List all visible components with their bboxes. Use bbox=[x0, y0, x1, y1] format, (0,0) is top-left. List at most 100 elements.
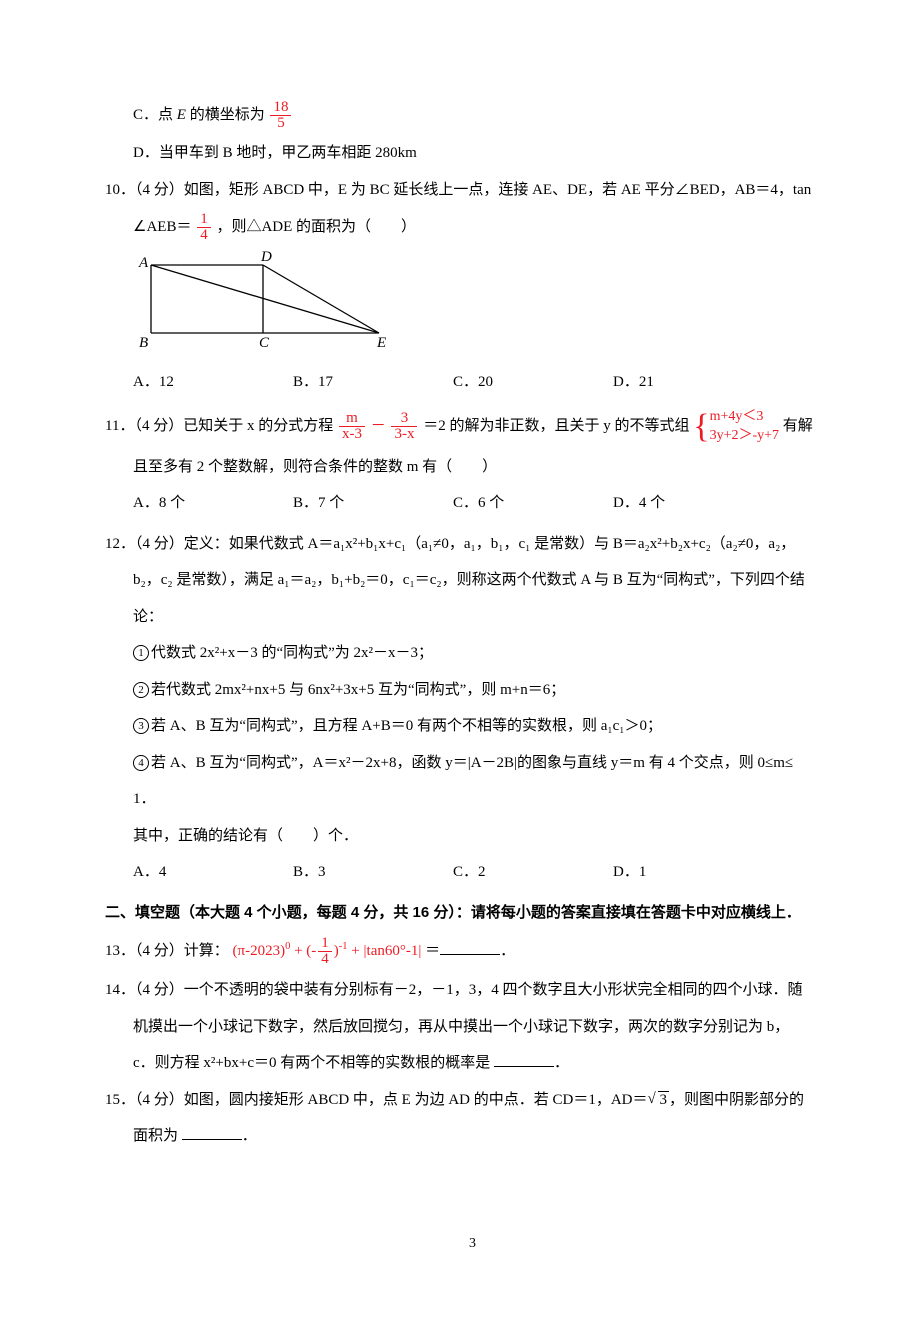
q12-item-4: 4若 A、B 互为“同构式”，A＝x²－2x+8，函数 y＝|A－2B|的图象与… bbox=[133, 749, 840, 778]
q10-stem1-text: 10．（4 分）如图，矩形 ABCD 中，E 为 BC 延长线上一点，连接 AE… bbox=[105, 182, 811, 198]
q10-d-val: 21 bbox=[639, 374, 654, 390]
q12-stem-3: 论： bbox=[133, 603, 840, 632]
svg-text:E: E bbox=[376, 335, 386, 351]
abs-tan60-1: |tan60°-1| bbox=[364, 943, 426, 959]
ineq-1: m+4y＜3 bbox=[710, 408, 779, 426]
q11-rhs: ＝2 的解为非正数，且关于 y 的不等式组 bbox=[423, 418, 689, 434]
page-number: 3 bbox=[105, 1231, 840, 1258]
expr-neg-quarter: (-14)-1 bbox=[306, 943, 351, 959]
q12-item-2: 2若代数式 2mx²+nx+5 与 6nx²+3x+5 互为“同构式”，则 m+… bbox=[133, 676, 840, 705]
q12-stem-1: 12．（4 分）定义：如果代数式 A＝a₁x²+b₁x+c₁（a₁≠0，a₁，b… bbox=[105, 530, 840, 559]
period: ． bbox=[554, 1055, 569, 1071]
q13-line: 13．（4 分）计算： (π-2023)0 + (-14)-1 + |tan60… bbox=[105, 935, 840, 968]
q12-a-val: 4 bbox=[159, 864, 167, 880]
frac-num: 1 bbox=[197, 212, 211, 228]
q12-s1: 12．（4 分）定义：如果代数式 A＝a₁x²+b₁x+c₁（a₁≠0，a₁，b… bbox=[105, 536, 795, 552]
q9c-var: E bbox=[177, 107, 186, 123]
abs-close: | bbox=[418, 943, 421, 959]
plus: + bbox=[294, 943, 302, 959]
q12-stem-2: b₂，c₂ 是常数），满足 a₁＝a₂，b₁+b₂＝0，c₁＝c₂，则称这两个代… bbox=[133, 566, 840, 595]
q12-b-val: 3 bbox=[318, 864, 326, 880]
num: 1 bbox=[318, 936, 332, 952]
svg-text:C: C bbox=[259, 335, 270, 351]
q14-l2-text: 机摸出一个小球记下数字，然后放回搅匀，再从中摸出一个小球记下数字，两次的数字分别… bbox=[133, 1019, 789, 1035]
q12-opt-c: C．2 bbox=[453, 858, 613, 887]
frac-den: 5 bbox=[270, 116, 291, 131]
frac-num: 3 bbox=[391, 411, 417, 427]
q12-d-val: 1 bbox=[639, 864, 647, 880]
den: 4 bbox=[318, 952, 332, 967]
q10-stem-line2: ∠AEB＝ 1 4 ，则△ADE 的面积为（ ） bbox=[133, 212, 840, 243]
q11-d-val: 4 个 bbox=[639, 495, 665, 511]
section-2-header: 二、填空题（本大题 4 个小题，每题 4 分，共 16 分）：请将每小题的答案直… bbox=[105, 899, 840, 928]
q12-item-4b: 1． bbox=[133, 785, 840, 814]
svg-text:D: D bbox=[260, 251, 272, 265]
q10-figure: A B D C E bbox=[133, 251, 840, 362]
q12-opt-d: D．1 bbox=[613, 858, 773, 887]
fraction-18-5: 18 5 bbox=[270, 100, 291, 131]
q11-post: 有解 bbox=[783, 418, 813, 434]
radicand: 3 bbox=[658, 1091, 670, 1108]
q14-l3-text: c．则方程 x²+bx+c＝0 有两个不相等的实数根的概率是 bbox=[133, 1055, 494, 1071]
svg-text:A: A bbox=[138, 255, 149, 271]
period: ． bbox=[242, 1128, 257, 1144]
q11-opt-a: A．8 个 bbox=[133, 489, 293, 518]
q11-b-val: 7 个 bbox=[318, 495, 344, 511]
q10-a-val: 12 bbox=[159, 374, 174, 390]
q14-l1: 14．（4 分）一个不透明的袋中装有分别标有－2，－1，3，4 四个数字且大小形… bbox=[105, 976, 840, 1005]
q11-opt-d: D．4 个 bbox=[613, 489, 773, 518]
q9c-mid: 的横坐标为 bbox=[186, 107, 265, 123]
circled-2-icon: 2 bbox=[133, 682, 149, 698]
q10-opt-a: A．12 bbox=[133, 368, 293, 397]
answer-blank[interactable] bbox=[440, 939, 500, 956]
q12-opt-a: A．4 bbox=[133, 858, 293, 887]
q10-opt-d: D．21 bbox=[613, 368, 773, 397]
q11-opt-c: C．6 个 bbox=[453, 489, 613, 518]
q12-tail-text: 其中，正确的结论有（ ）个． bbox=[133, 828, 358, 844]
q12-tail: 其中，正确的结论有（ ）个． bbox=[133, 822, 840, 851]
answer-blank[interactable] bbox=[494, 1051, 554, 1068]
answer-blank[interactable] bbox=[182, 1124, 242, 1141]
circled-4-icon: 4 bbox=[133, 755, 149, 771]
sqrt-3: 3 bbox=[648, 1086, 670, 1115]
q11-choices: A．8 个 B．7 个 C．6 个 D．4 个 bbox=[133, 489, 840, 518]
q10-opt-c: C．20 bbox=[453, 368, 613, 397]
q12-s3: 论： bbox=[133, 609, 163, 625]
q10-stem-line1: 10．（4 分）如图，矩形 ABCD 中，E 为 BC 延长线上一点，连接 AE… bbox=[105, 176, 840, 205]
exp: -1 bbox=[339, 941, 348, 952]
page-number-value: 3 bbox=[469, 1236, 476, 1251]
q15-l1: 15．（4 分）如图，圆内接矩形 ABCD 中，点 E 为边 AD 的中点．若 … bbox=[105, 1086, 840, 1115]
q9-option-d: D．当甲车到 B 地时，甲乙两车相距 280km bbox=[133, 139, 840, 168]
q11-stem-line2: 且至多有 2 个整数解，则符合条件的整数 m 有（ ） bbox=[133, 453, 840, 482]
q9c-prefix: C．点 bbox=[133, 107, 177, 123]
q10-stem2-post: ，则△ADE 的面积为（ ） bbox=[216, 219, 416, 235]
q12-s2: b₂，c₂ 是常数），满足 a₁＝a₂，b₁+b₂＝0，c₁＝c₂，则称这两个代… bbox=[133, 572, 805, 588]
q10-choices: A．12 B．17 C．20 D．21 bbox=[133, 368, 840, 397]
circled-3-icon: 3 bbox=[133, 718, 149, 734]
frac-3-over-3-x: 3 3-x bbox=[391, 411, 417, 442]
fraction-1-4: 1 4 bbox=[197, 212, 211, 243]
q11-c-val: 6 个 bbox=[478, 495, 504, 511]
frac-m-over-x-3: m x-3 bbox=[339, 411, 365, 442]
frac-den: x-3 bbox=[339, 427, 365, 442]
q12-i4b: 1． bbox=[133, 791, 156, 807]
q12-i2: 若代数式 2mx²+nx+5 与 6nx²+3x+5 互为“同构式”，则 m+n… bbox=[151, 682, 565, 698]
q10-b-val: 17 bbox=[318, 374, 333, 390]
circled-1-icon: 1 bbox=[133, 645, 149, 661]
q11-pre: 11．（4 分）已知关于 x 的分式方程 bbox=[105, 418, 333, 434]
q15-l2-text: 面积为 bbox=[133, 1128, 182, 1144]
q10-stem2-pre: ∠AEB＝ bbox=[133, 219, 191, 235]
base: (π-2023) bbox=[233, 943, 286, 959]
q14-l3: c．则方程 x²+bx+c＝0 有两个不相等的实数根的概率是 ． bbox=[133, 1049, 840, 1078]
q11-line2-text: 且至多有 2 个整数解，则符合条件的整数 m 有（ ） bbox=[133, 459, 497, 475]
q15-l1-post: ，则图中阴影部分的 bbox=[669, 1092, 804, 1108]
q14-l1-text: 14．（4 分）一个不透明的袋中装有分别标有－2，－1，3，4 四个数字且大小形… bbox=[105, 982, 803, 998]
q12-i4: 若 A、B 互为“同构式”，A＝x²－2x+8，函数 y＝|A－2B|的图象与直… bbox=[151, 755, 793, 771]
minus: － bbox=[371, 418, 386, 434]
exp: 0 bbox=[285, 941, 290, 952]
q12-i3: 若 A、B 互为“同构式”，且方程 A+B＝0 有两个不相等的实数根，则 a₁c… bbox=[151, 718, 662, 734]
frac-den: 3-x bbox=[391, 427, 417, 442]
q12-choices: A．4 B．3 C．2 D．1 bbox=[133, 858, 840, 887]
frac-den: 4 bbox=[197, 228, 211, 243]
q12-i1: 代数式 2x²+x－3 的“同构式”为 2x²－x－3； bbox=[151, 645, 433, 661]
